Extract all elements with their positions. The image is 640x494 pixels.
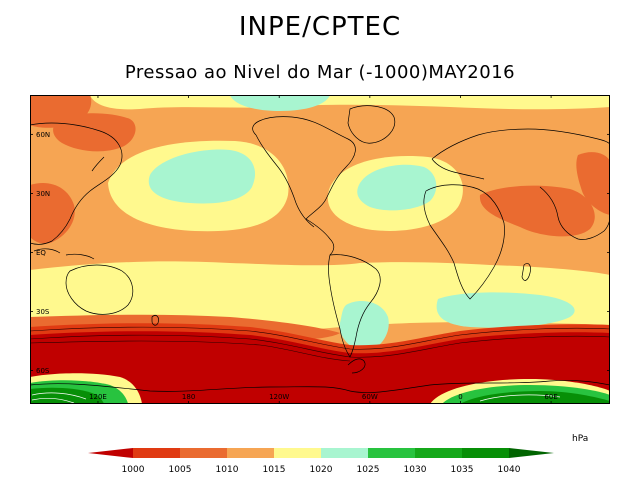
- pressure-region-1015-1020-arctic: [90, 95, 610, 110]
- pressure-region-1005-1010-south-asia: [479, 185, 595, 237]
- legend-level-label: 1035: [451, 465, 474, 475]
- lat-tick-label: 60S: [36, 367, 50, 375]
- legend-level-label: 1015: [263, 465, 286, 475]
- legend-color-box: [321, 448, 368, 458]
- legend-color-box: [368, 448, 415, 458]
- legend-color-box: [180, 448, 227, 458]
- pressure-region-1020-1025-south-indian: [436, 292, 575, 328]
- legend-color-box: [415, 448, 462, 458]
- pressure-map: 60N 30N EQ 30S 60S 120E 180 120W 60W 0 60E: [30, 95, 610, 404]
- legend-level-label: 1010: [216, 465, 239, 475]
- legend-color-box: [133, 448, 180, 458]
- map-title: INPE/CPTEC: [238, 12, 402, 42]
- legend-level-label: 1005: [169, 465, 192, 475]
- pressure-region-below-1000-south: [30, 331, 610, 404]
- latitude-axis: 60N 30N EQ 30S 60S: [30, 131, 610, 375]
- lon-tick-label: 120W: [269, 393, 289, 401]
- color-legend: 1000 1005 1010 1015 1020 1025 1030 1035 1040: [88, 446, 554, 476]
- pressure-region-1005-1010-east: [576, 152, 610, 215]
- pressure-region-1020-1025-north-atlantic: [357, 164, 437, 211]
- legend-color-box: [462, 448, 509, 458]
- legend-unit: hPa: [572, 434, 589, 444]
- legend-level-label: 1025: [357, 465, 380, 475]
- legend-color-box: [227, 448, 274, 458]
- lon-tick-label: 180: [182, 393, 195, 401]
- lon-tick-label: 60E: [544, 393, 557, 401]
- legend-level-label: 1030: [404, 465, 427, 475]
- legend-level-label: 1020: [310, 465, 333, 475]
- pressure-region-1005-1010-asia: [30, 183, 75, 244]
- pressure-region-1020-1025-north-pacific: [148, 149, 256, 204]
- legend-level-label: 1040: [498, 465, 521, 475]
- lat-tick-label: 60N: [36, 131, 50, 139]
- legend-arrow-low: [88, 448, 133, 458]
- lat-tick-label: EQ: [36, 249, 46, 257]
- lon-tick-label: 120E: [89, 393, 107, 401]
- lon-tick-label: 60W: [362, 393, 378, 401]
- pressure-region-1020-1025-arctic: [230, 95, 330, 111]
- map-frame: [30, 95, 610, 404]
- pressure-region-1005-1010-north-west: [30, 95, 92, 128]
- lat-tick-label: 30N: [36, 190, 50, 198]
- legend-color-box: [274, 448, 321, 458]
- longitude-axis: 120E 180 120W 60W 0 60E: [89, 95, 558, 404]
- lat-tick-label: 30S: [36, 308, 50, 316]
- pressure-region-antarctic-high-east: [430, 379, 610, 404]
- coastlines: [30, 105, 610, 393]
- legend-arrow-high: [509, 448, 554, 458]
- pressure-region-1020-1025-south-america: [339, 301, 389, 351]
- legend-level-label: 1000: [122, 465, 145, 475]
- lon-tick-label: 0: [458, 393, 462, 401]
- map-subtitle: Pressao ao Nivel do Mar (-1000)MAY2016: [124, 62, 516, 83]
- pressure-region-antarctic-high-west: [30, 373, 142, 404]
